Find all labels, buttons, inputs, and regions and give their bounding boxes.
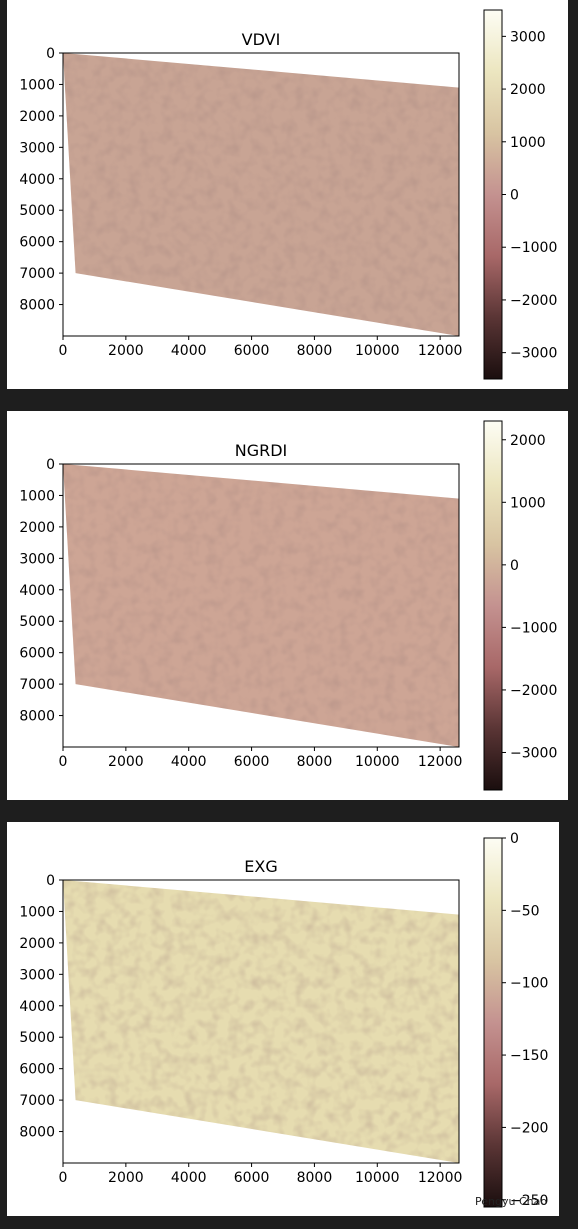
y-tick-label: 7000 [19,1093,55,1109]
chart-panel-exg: EXG 0 2000 4000 6000 8000 10000 12000 0 1000 2000 3… [7,822,559,1216]
colorbar-tick-label: 1000 [510,495,546,511]
colorbar-tick-label: 0 [510,188,519,204]
colorbar-tick-label: −3000 [510,745,557,761]
x-tick-label: 0 [59,1170,68,1186]
chart-panel-vdvi: VDVI 0 2000 4000 6000 8000 10000 12000 0 1000 2000… [7,0,568,389]
x-tick-label: 12000 [418,343,463,359]
colorbar-tick-label: −2000 [510,683,557,699]
axes-frame [62,52,460,337]
colorbar-tick-label: −3000 [510,346,557,362]
axes-frame [62,879,460,1164]
colorbar [484,838,502,1207]
y-tick-label: 6000 [19,235,55,251]
x-tick-label: 4000 [171,343,207,359]
y-tick-label: 6000 [19,1062,55,1078]
colorbar-tick-label: 1000 [510,135,546,151]
chart-title: VDVI [242,30,281,49]
x-tick-label: 10000 [355,343,400,359]
colorbar-tick-label: 3000 [510,29,546,45]
y-tick-label: 2000 [19,936,55,952]
footer-note: Pengyu Chao [475,1195,548,1208]
y-tick-label: 8000 [19,298,55,314]
colorbar-tick-label: 0 [510,831,519,847]
colorbar-tick-label: −2000 [510,293,557,309]
colorbar-tick-label: −100 [510,976,548,992]
x-tick-label: 6000 [234,1170,270,1186]
y-tick-label: 0 [46,873,55,889]
y-tick-label: 1000 [19,904,55,920]
x-tick-label: 8000 [297,754,333,770]
x-tick-label: 2000 [108,343,144,359]
colorbar-tick-label: −150 [510,1048,548,1064]
y-tick-label: 5000 [19,1030,55,1046]
colorbar-tick-label: 2000 [510,82,546,98]
y-tick-label: 0 [46,46,55,62]
y-tick-label: 7000 [19,266,55,282]
y-tick-label: 7000 [19,677,55,693]
y-tick-label: 8000 [19,1125,55,1141]
y-tick-label: 2000 [19,109,55,125]
colorbar-tick-label: −250 [510,1193,548,1209]
y-tick-label: 5000 [19,614,55,630]
image-texture [63,464,459,747]
x-tick-label: 8000 [297,343,333,359]
axes-frame [62,463,460,748]
y-tick-label: 4000 [19,583,55,599]
y-tick-label: 1000 [19,77,55,93]
colorbar-tick-label: −1000 [510,240,557,256]
x-tick-label: 10000 [355,1170,400,1186]
x-tick-label: 6000 [234,754,270,770]
x-tick-label: 10000 [355,754,400,770]
y-tick-label: 3000 [19,551,55,567]
chart-title: NGRDI [235,441,288,460]
x-tick-label: 4000 [171,754,207,770]
y-tick-label: 4000 [19,172,55,188]
x-tick-label: 6000 [234,343,270,359]
x-tick-label: 12000 [418,754,463,770]
colorbar-tick-label: −200 [510,1120,548,1136]
x-tick-label: 8000 [297,1170,333,1186]
colorbar-frame [483,837,503,1208]
x-tick-label: 0 [59,343,68,359]
x-tick-label: 0 [59,754,68,770]
chart-exg: EXG 0 2000 4000 6000 8000 10000 12000 0 1000 2000 3… [19,831,548,1209]
y-tick-label: 1000 [19,488,55,504]
x-tick-label: 4000 [171,1170,207,1186]
y-tick-label: 5000 [19,203,55,219]
colorbar-frame [483,420,503,791]
chart-title: EXG [244,857,277,876]
chart-panel-ngrdi: NGRDI 0 2000 4000 6000 8000 10000 12000 0 1000 200… [7,411,568,800]
colorbar [484,10,502,379]
image-texture [63,880,459,1163]
y-tick-label: 2000 [19,520,55,536]
y-tick-label: 8000 [19,709,55,725]
x-tick-label: 12000 [418,1170,463,1186]
colorbar [484,421,502,790]
colorbar-tick-label: 2000 [510,433,546,449]
colorbar-tick-label: 0 [510,558,519,574]
colorbar-tick-label: −50 [510,903,540,919]
y-tick-label: 6000 [19,646,55,662]
y-tick-label: 3000 [19,967,55,983]
x-tick-label: 2000 [108,1170,144,1186]
colorbar-tick-label: −1000 [510,620,557,636]
y-tick-label: 0 [46,457,55,473]
x-tick-label: 2000 [108,754,144,770]
y-tick-label: 4000 [19,999,55,1015]
image-texture [63,53,459,336]
y-tick-label: 3000 [19,140,55,156]
